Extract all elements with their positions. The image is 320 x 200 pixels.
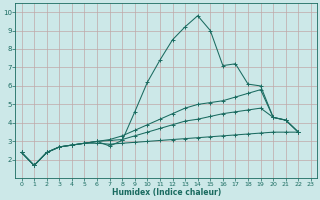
X-axis label: Humidex (Indice chaleur): Humidex (Indice chaleur) (112, 188, 221, 197)
